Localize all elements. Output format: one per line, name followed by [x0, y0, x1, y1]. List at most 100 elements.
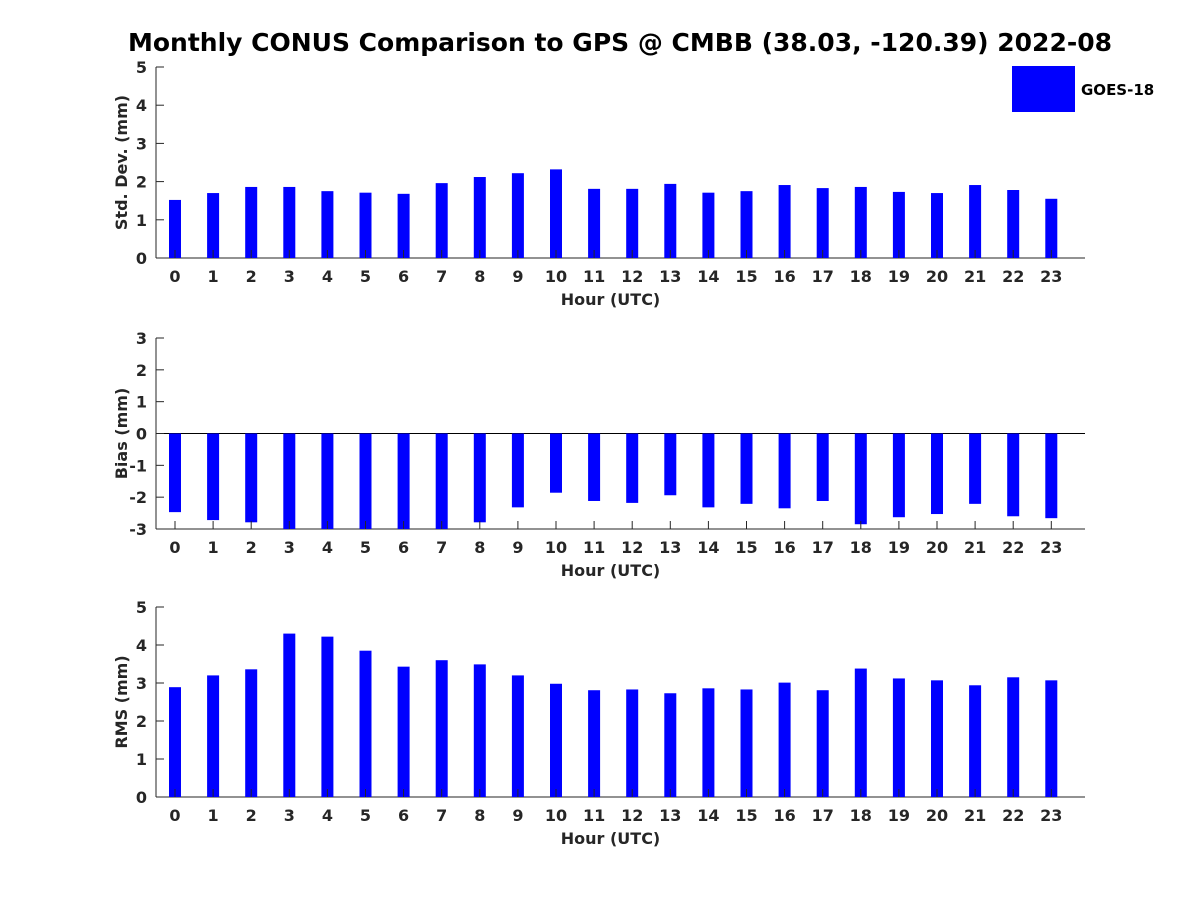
y-tick-label: 0	[136, 425, 147, 444]
bar-hour-4	[321, 433, 334, 529]
x-tick-label: 4	[322, 267, 333, 286]
bar-hour-18	[854, 668, 867, 797]
bar-hour-4	[321, 636, 334, 797]
y-tick-label: 4	[136, 96, 147, 115]
bar-hour-23	[1045, 680, 1058, 797]
bar-hour-14	[702, 192, 715, 258]
bar-hour-11	[588, 690, 601, 797]
x-tick-label: 14	[697, 538, 719, 557]
bar-hour-21	[969, 185, 982, 258]
x-tick-label: 3	[284, 267, 295, 286]
y-tick-label: 3	[136, 674, 147, 693]
x-tick-label: 9	[512, 267, 523, 286]
x-tick-label: 2	[246, 267, 257, 286]
y-tick-label: -1	[129, 456, 147, 475]
x-tick-label: 0	[169, 806, 180, 825]
x-tick-label: 3	[284, 538, 295, 557]
x-tick-label: 5	[360, 538, 371, 557]
x-tick-label: 3	[284, 806, 295, 825]
y-tick-label: -3	[129, 520, 147, 539]
bar-hour-6	[397, 666, 410, 797]
y-tick-label: 1	[136, 393, 147, 412]
bar-hour-21	[969, 685, 982, 797]
bar-hour-3	[283, 633, 296, 797]
x-tick-label: 4	[322, 538, 333, 557]
bar-hour-6	[397, 433, 410, 529]
x-tick-label: 7	[436, 538, 447, 557]
bar-hour-0	[169, 433, 181, 513]
y-tick-label: 5	[136, 58, 147, 77]
x-tick-label: 1	[208, 538, 219, 557]
x-tick-label: 6	[398, 806, 409, 825]
x-tick-label: 16	[773, 267, 795, 286]
bar-hour-16	[778, 185, 791, 258]
x-tick-label: 2	[246, 538, 257, 557]
legend-label: GOES-18	[1081, 81, 1155, 99]
x-tick-label: 14	[697, 806, 719, 825]
x-tick-label: 4	[322, 806, 333, 825]
bar-hour-2	[245, 433, 258, 523]
bar-hour-4	[321, 191, 334, 258]
bar-hour-13	[664, 693, 677, 797]
x-tick-label: 8	[474, 538, 485, 557]
bar-hour-5	[359, 192, 372, 258]
bar-hour-17	[816, 188, 829, 258]
x-tick-label: 10	[545, 806, 567, 825]
x-axis-label: Hour (UTC)	[561, 829, 661, 848]
bar-hour-16	[778, 682, 791, 797]
x-tick-label: 13	[659, 267, 681, 286]
y-tick-label: 0	[136, 788, 147, 807]
x-tick-label: 7	[436, 806, 447, 825]
y-tick-label: 4	[136, 636, 147, 655]
y-tick-label: 1	[136, 211, 147, 230]
x-tick-label: 6	[398, 538, 409, 557]
x-tick-label: 17	[812, 267, 834, 286]
figure-title: Monthly CONUS Comparison to GPS @ CMBB (…	[127, 28, 1113, 57]
bar-hour-10	[550, 683, 562, 797]
y-tick-label: 3	[136, 329, 147, 348]
x-tick-label: 20	[926, 538, 948, 557]
y-axis-label: Bias (mm)	[112, 388, 131, 480]
bar-hour-22	[1007, 677, 1020, 797]
bar-hour-12	[626, 188, 639, 258]
bar-hour-12	[626, 689, 639, 797]
x-tick-label: 12	[621, 806, 643, 825]
bar-hour-1	[207, 433, 220, 521]
bar-hour-13	[664, 433, 677, 496]
x-tick-label: 17	[812, 538, 834, 557]
x-tick-label: 0	[169, 267, 180, 286]
x-tick-label: 14	[697, 267, 719, 286]
bar-hour-18	[854, 433, 867, 525]
bar-hour-10	[550, 433, 562, 493]
x-tick-label: 20	[926, 267, 948, 286]
bar-hour-15	[740, 689, 753, 797]
x-tick-label: 5	[360, 267, 371, 286]
bar-hour-9	[511, 173, 524, 258]
bar-hour-7	[435, 183, 448, 258]
bar-hour-5	[359, 650, 372, 797]
y-axis-label: RMS (mm)	[112, 655, 131, 748]
x-tick-label: 22	[1002, 806, 1024, 825]
x-tick-label: 1	[208, 806, 219, 825]
bar-hour-20	[931, 433, 943, 515]
bar-hour-9	[511, 433, 524, 508]
x-tick-label: 9	[512, 538, 523, 557]
bar-hour-23	[1045, 198, 1058, 258]
x-tick-label: 10	[545, 267, 567, 286]
x-tick-label: 19	[888, 806, 910, 825]
x-tick-label: 23	[1040, 538, 1062, 557]
x-tick-label: 9	[512, 806, 523, 825]
x-tick-label: 20	[926, 806, 948, 825]
x-tick-label: 15	[735, 538, 757, 557]
x-tick-label: 11	[583, 806, 605, 825]
bar-hour-18	[854, 186, 867, 258]
bar-hour-10	[550, 169, 562, 258]
bar-hour-3	[283, 433, 296, 529]
bar-hour-20	[931, 193, 943, 258]
x-tick-label: 11	[583, 538, 605, 557]
x-tick-label: 23	[1040, 267, 1062, 286]
x-tick-label: 23	[1040, 806, 1062, 825]
x-axis-label: Hour (UTC)	[561, 290, 661, 309]
